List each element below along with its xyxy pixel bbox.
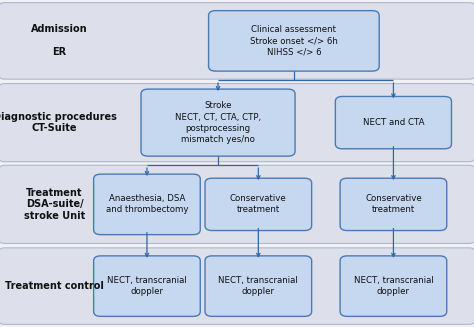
FancyBboxPatch shape — [141, 89, 295, 156]
Text: Admission

ER: Admission ER — [31, 24, 88, 58]
FancyBboxPatch shape — [205, 178, 311, 231]
FancyBboxPatch shape — [205, 256, 311, 317]
Text: NECT, transcranial
doppler: NECT, transcranial doppler — [219, 276, 298, 296]
FancyBboxPatch shape — [0, 248, 474, 324]
FancyBboxPatch shape — [0, 84, 474, 162]
FancyBboxPatch shape — [94, 256, 200, 317]
Text: Anaesthesia, DSA
and thrombectomy: Anaesthesia, DSA and thrombectomy — [106, 194, 188, 215]
Text: Clinical assessment
Stroke onset </> 6h
NIHSS </> 6: Clinical assessment Stroke onset </> 6h … — [250, 25, 338, 57]
FancyBboxPatch shape — [94, 174, 200, 235]
FancyBboxPatch shape — [335, 96, 451, 149]
Text: NECT, transcranial
doppler: NECT, transcranial doppler — [107, 276, 187, 296]
Text: Conservative
treatment: Conservative treatment — [365, 194, 422, 215]
FancyBboxPatch shape — [0, 3, 474, 79]
Text: NECT, transcranial
doppler: NECT, transcranial doppler — [354, 276, 433, 296]
Text: Stroke
NECT, CT, CTA, CTP,
postprocessing
mismatch yes/no: Stroke NECT, CT, CTA, CTP, postprocessin… — [175, 101, 261, 144]
FancyBboxPatch shape — [340, 256, 447, 317]
FancyBboxPatch shape — [209, 10, 379, 71]
Text: NECT and CTA: NECT and CTA — [363, 118, 424, 127]
Text: Conservative
treatment: Conservative treatment — [230, 194, 287, 215]
Text: Diagnostic procedures
CT-Suite: Diagnostic procedures CT-Suite — [0, 112, 117, 133]
Text: Treatment control: Treatment control — [5, 281, 104, 291]
Text: Treatment
DSA-suite/
stroke Unit: Treatment DSA-suite/ stroke Unit — [24, 188, 85, 221]
FancyBboxPatch shape — [0, 165, 474, 243]
FancyBboxPatch shape — [340, 178, 447, 231]
